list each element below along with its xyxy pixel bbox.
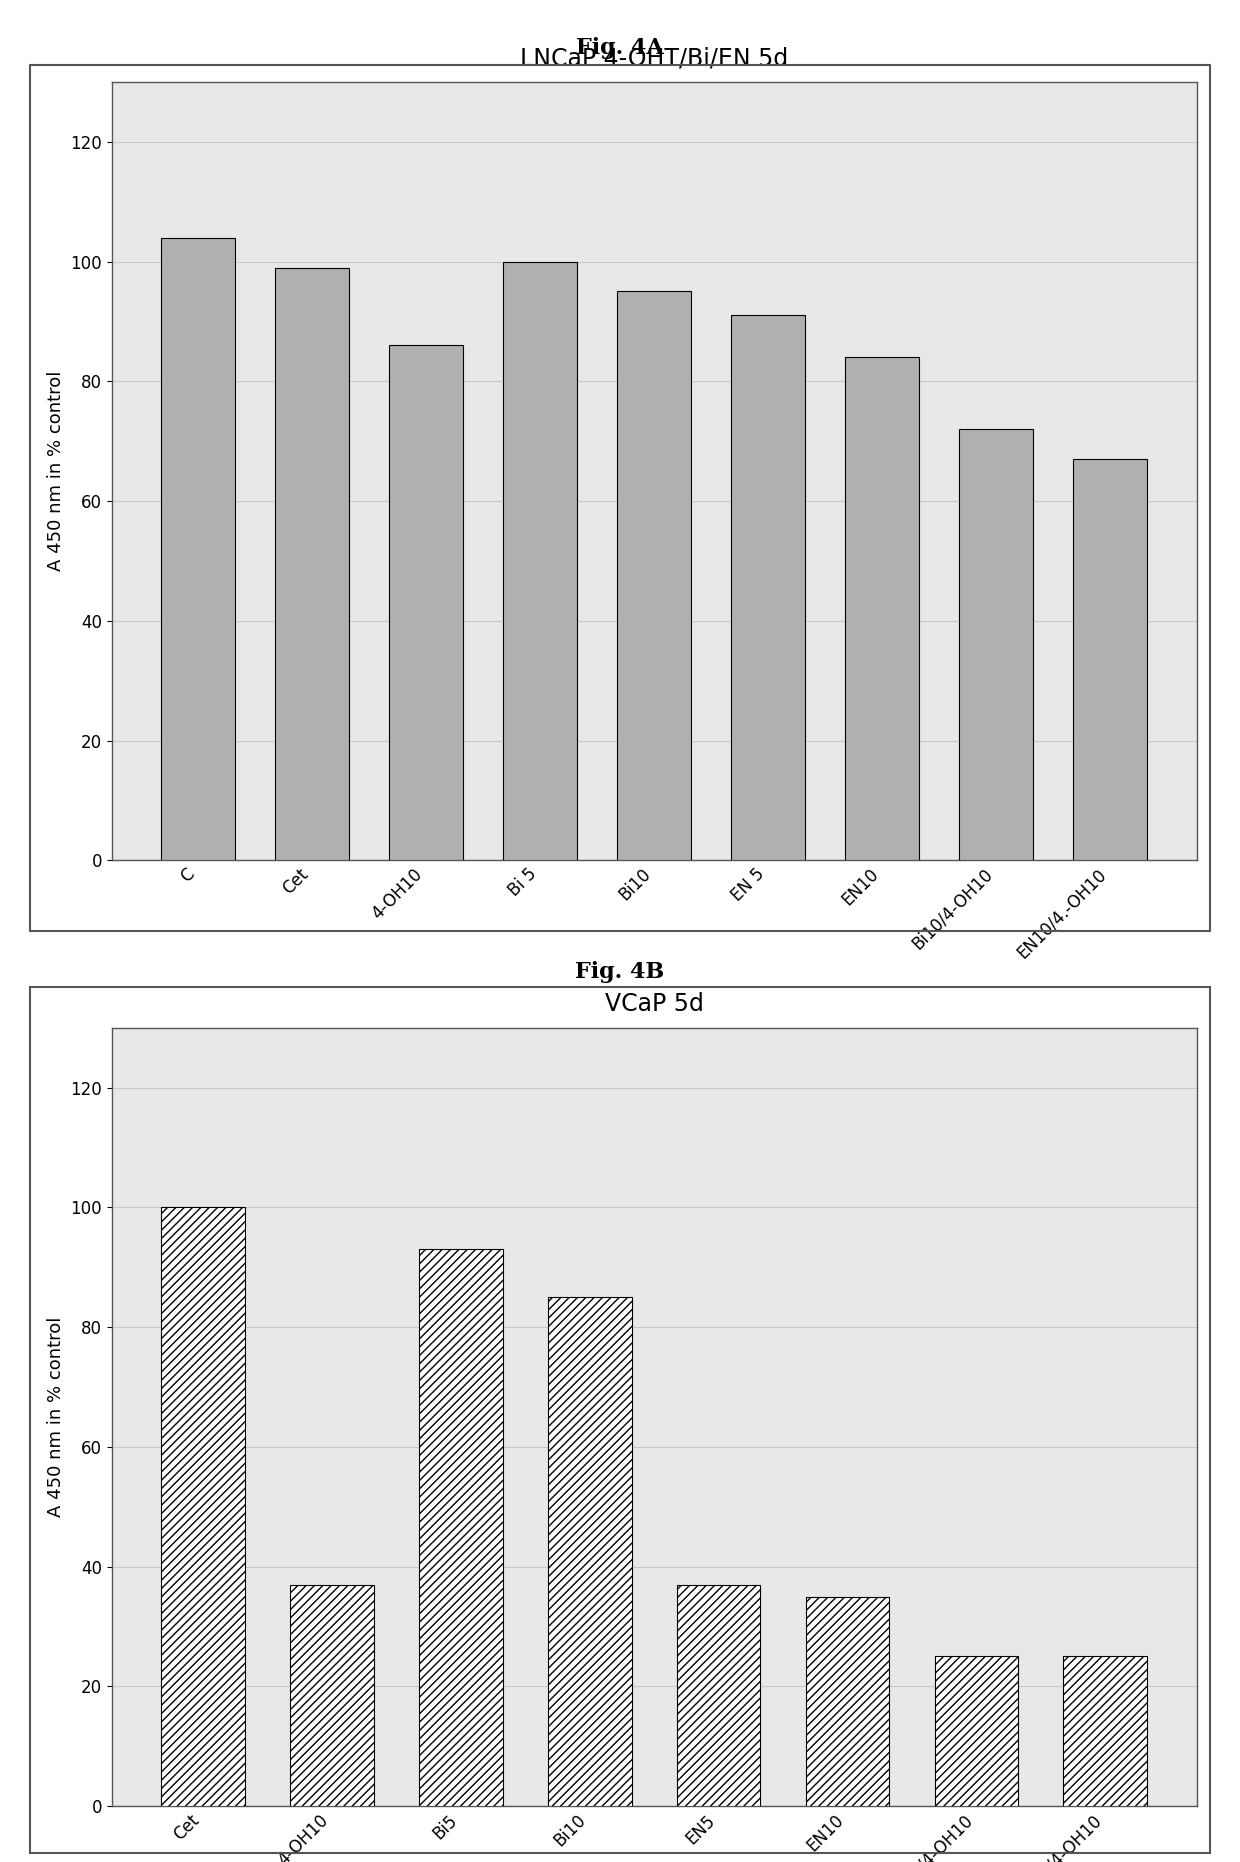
Bar <box>618 292 691 860</box>
Bar <box>290 1585 373 1806</box>
Bar <box>275 268 350 860</box>
Bar <box>503 261 577 860</box>
Y-axis label: A 450 nm in % control: A 450 nm in % control <box>47 1316 64 1518</box>
Bar <box>419 1249 502 1806</box>
Bar <box>806 1596 889 1806</box>
Bar <box>1073 460 1147 860</box>
Title: VCaP 5d: VCaP 5d <box>605 992 703 1017</box>
Text: Fig. 4B: Fig. 4B <box>575 961 665 983</box>
Bar <box>935 1657 1018 1806</box>
Bar <box>846 358 919 860</box>
Bar <box>959 428 1033 860</box>
Bar <box>548 1298 631 1806</box>
Bar <box>732 315 805 860</box>
Bar <box>161 1207 244 1806</box>
Title: LNCaP 4-OHT/Bi/EN 5d: LNCaP 4-OHT/Bi/EN 5d <box>520 47 789 71</box>
Text: Fig. 4A: Fig. 4A <box>577 37 663 60</box>
Bar <box>1064 1657 1147 1806</box>
Bar <box>389 344 463 860</box>
Bar <box>161 238 236 860</box>
Y-axis label: A 450 nm in % control: A 450 nm in % control <box>47 371 64 572</box>
Bar <box>677 1585 760 1806</box>
